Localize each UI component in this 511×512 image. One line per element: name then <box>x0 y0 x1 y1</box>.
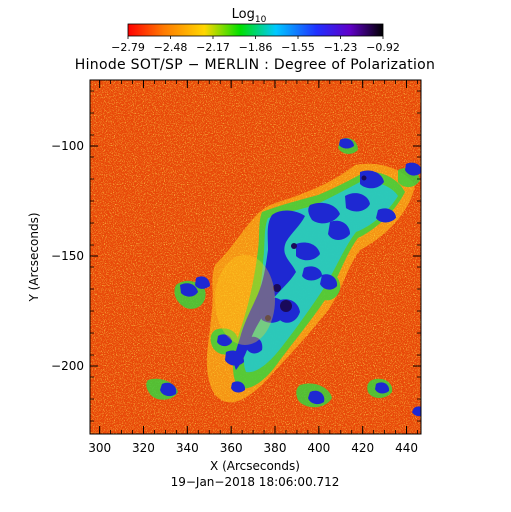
timestamp: 19−Jan−2018 18:06:00.712 <box>171 475 340 489</box>
x-tick-label: 440 <box>395 441 418 455</box>
x-tick-label: 320 <box>132 441 155 455</box>
x-tick-label: 360 <box>220 441 243 455</box>
colorbar-tick-label: −2.17 <box>196 41 230 54</box>
x-tick-label: 300 <box>88 441 111 455</box>
map-inner-haze <box>215 255 275 345</box>
y-tick-label: −100 <box>51 139 84 153</box>
x-axis-label: X (Arcseconds) <box>210 459 300 473</box>
y-axis: −100 −150 −200 <box>51 90 421 422</box>
x-tick-label: 420 <box>351 441 374 455</box>
x-tick-label: 340 <box>176 441 199 455</box>
colorbar-tick-label: −1.23 <box>324 41 358 54</box>
colorbar-tick-label: −1.86 <box>239 41 273 54</box>
polarization-map <box>90 80 421 434</box>
colorbar: Log10 −2.79 −2.48 −2.17 −1.86 −1.55 −1.23 −0.9… <box>111 7 400 54</box>
y-tick-label: −200 <box>51 359 84 373</box>
map-dark-cores <box>265 175 367 321</box>
colorbar-tick-label: −0.92 <box>366 41 400 54</box>
x-tick-label: 400 <box>307 441 330 455</box>
plot-frame <box>89 79 422 435</box>
colorbar-gradient <box>127 23 384 37</box>
colorbar-tick-label: −2.48 <box>154 41 188 54</box>
x-axis: 300 320 340 360 380 400 420 440 <box>88 80 418 455</box>
colorbar-title: Log10 <box>232 7 267 25</box>
colorbar-tick-label: −1.55 <box>281 41 315 54</box>
plot-title: Hinode SOT/SP − MERLIN : Degree of Polar… <box>75 57 435 73</box>
colorbar-tick-label: −2.79 <box>111 41 145 54</box>
colorbar-ticks: −2.79 −2.48 −2.17 −1.86 −1.55 −1.23 −0.92 <box>111 36 400 54</box>
y-tick-label: −150 <box>51 249 84 263</box>
y-axis-label: Y (Arcseconds) <box>27 212 41 302</box>
x-tick-label: 380 <box>264 441 287 455</box>
map-blue-network <box>160 138 421 417</box>
